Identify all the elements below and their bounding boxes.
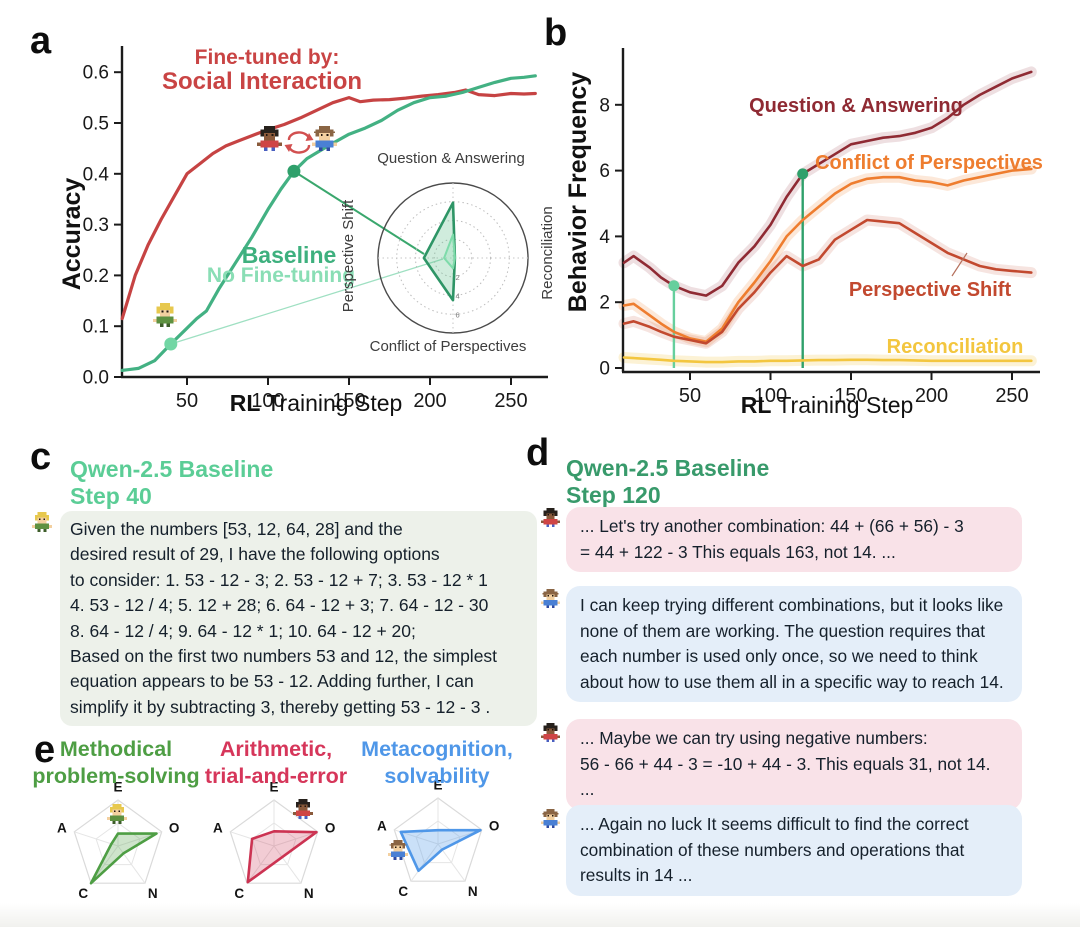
panel-a-x-axis-label-rest: Training Step — [260, 390, 403, 416]
svg-text:100: 100 — [251, 390, 284, 412]
finetuned-annotation-line1: Fine-tuned by: — [194, 46, 340, 69]
radar-axis-perspective-shift-label: Perspective Shift — [339, 199, 357, 313]
dark-character-avatar-icon — [541, 508, 560, 527]
chat-message-2: I can keep trying different combinations… — [566, 586, 1022, 702]
svg-text:N: N — [468, 884, 478, 899]
legend-perspective-shift: Perspective Shift — [848, 279, 1012, 301]
panel-c-title-line2: Step 40 — [70, 483, 152, 509]
svg-text:C: C — [398, 884, 408, 899]
svg-text:N: N — [148, 886, 158, 901]
svg-text:0.0: 0.0 — [83, 368, 109, 389]
green-character-avatar-icon — [107, 804, 127, 824]
panel-b-x-axis-label-rest: Training Step — [771, 392, 914, 418]
svg-text:E: E — [269, 780, 278, 795]
panel-c-title-line1: Qwen-2.5 Baseline — [70, 456, 274, 482]
radar1-title: Methodical problem-solving — [32, 737, 200, 788]
panel-b-x-axis-label: RL Training Step — [677, 392, 977, 419]
panel-b-label: b — [544, 12, 568, 54]
radar-axis-question-answering-label: Question & Answering — [377, 150, 525, 167]
svg-text:6: 6 — [456, 310, 460, 319]
legend-question-answering: Question & Answering — [749, 95, 963, 117]
svg-text:50: 50 — [176, 390, 198, 412]
svg-text:150: 150 — [332, 390, 365, 412]
svg-text:0.1: 0.1 — [83, 317, 109, 338]
svg-text:2: 2 — [599, 293, 610, 314]
svg-text:0.5: 0.5 — [83, 114, 109, 135]
panel-d-title-line2: Step 120 — [566, 482, 661, 508]
radar-axis-reconciliation-label: Reconciliation — [538, 206, 556, 300]
svg-text:A: A — [213, 820, 223, 835]
hat-character-avatar-icon — [388, 840, 408, 860]
dark-character-avatar-icon — [293, 799, 313, 819]
chat-message-1: ... Let's try another combination: 44 + … — [566, 507, 1022, 572]
panel-b-x-axis-label-bold: RL — [740, 392, 772, 418]
swap-arrows-icon — [284, 130, 314, 154]
svg-text:4: 4 — [599, 227, 610, 248]
svg-text:6: 6 — [599, 161, 610, 182]
footer-gradient-band — [0, 903, 1080, 927]
hat-character-avatar-icon — [541, 589, 560, 608]
svg-text:E: E — [433, 778, 442, 793]
svg-text:C: C — [78, 886, 88, 901]
baseline-annotation-line2: No Fine-tuning — [206, 264, 356, 287]
chat-message-3: ... Maybe we can try using negative numb… — [566, 719, 1022, 810]
svg-text:0: 0 — [599, 359, 610, 380]
svg-text:200: 200 — [413, 390, 446, 412]
svg-text:100: 100 — [754, 385, 787, 407]
chat-message-4: ... Again no luck It seems difficult to … — [566, 805, 1022, 896]
svg-text:N: N — [304, 886, 314, 901]
svg-text:0.3: 0.3 — [83, 215, 109, 236]
svg-text:C: C — [234, 886, 244, 901]
svg-text:0.4: 0.4 — [83, 164, 110, 185]
panel-c-label: c — [30, 436, 52, 478]
panel-a-x-axis-label: RL Training Step — [166, 390, 466, 417]
svg-text:250: 250 — [995, 385, 1028, 407]
svg-text:0.2: 0.2 — [83, 266, 109, 287]
panel-d-title-line1: Qwen-2.5 Baseline — [566, 455, 770, 481]
radar3-title: Metacognition, solvability — [361, 737, 513, 788]
panel-a-label: a — [30, 20, 52, 62]
svg-text:O: O — [169, 820, 180, 835]
hat-character-avatar-icon — [541, 809, 560, 828]
svg-text:8: 8 — [599, 95, 610, 116]
radar-axis-conflict-label: Conflict of Perspectives — [369, 338, 527, 355]
dark-character-avatar-icon — [541, 723, 560, 742]
panel-a-y-axis-label: Accuracy — [57, 177, 86, 291]
legend-reconciliation: Reconciliation — [886, 336, 1024, 358]
svg-text:0.6: 0.6 — [83, 63, 109, 84]
dark-character-avatar-icon — [257, 126, 282, 151]
svg-text:2: 2 — [456, 273, 460, 282]
svg-text:O: O — [489, 818, 500, 833]
svg-text:200: 200 — [915, 385, 948, 407]
svg-text:4: 4 — [456, 292, 460, 301]
svg-text:E: E — [113, 780, 122, 795]
baseline-step40-message: Given the numbers [53, 12, 64, 28] and t… — [60, 511, 537, 727]
finetuned-annotation-line2: Social Interaction — [161, 68, 363, 95]
svg-text:A: A — [57, 820, 67, 835]
hat-character-avatar-icon — [312, 126, 337, 151]
radar2-title: Arithmetic, trial-and-error — [204, 737, 348, 788]
svg-text:150: 150 — [834, 385, 867, 407]
svg-text:O: O — [325, 820, 336, 835]
panel-e-label: e — [34, 729, 56, 771]
panel-a-x-axis-label-bold: RL — [229, 390, 261, 416]
panel-b-y-axis-label: Behavior Frequency — [563, 71, 592, 313]
panel-d-label: d — [526, 432, 550, 474]
green-character-avatar-icon — [153, 303, 177, 327]
svg-text:A: A — [377, 818, 387, 833]
legend-conflict-of-perspectives: Conflict of Perspectives — [815, 152, 1043, 174]
green-character-avatar-icon — [32, 512, 52, 532]
svg-text:50: 50 — [679, 385, 701, 407]
baseline-annotation-line1: Baseline — [241, 242, 337, 268]
svg-text:250: 250 — [494, 390, 527, 412]
